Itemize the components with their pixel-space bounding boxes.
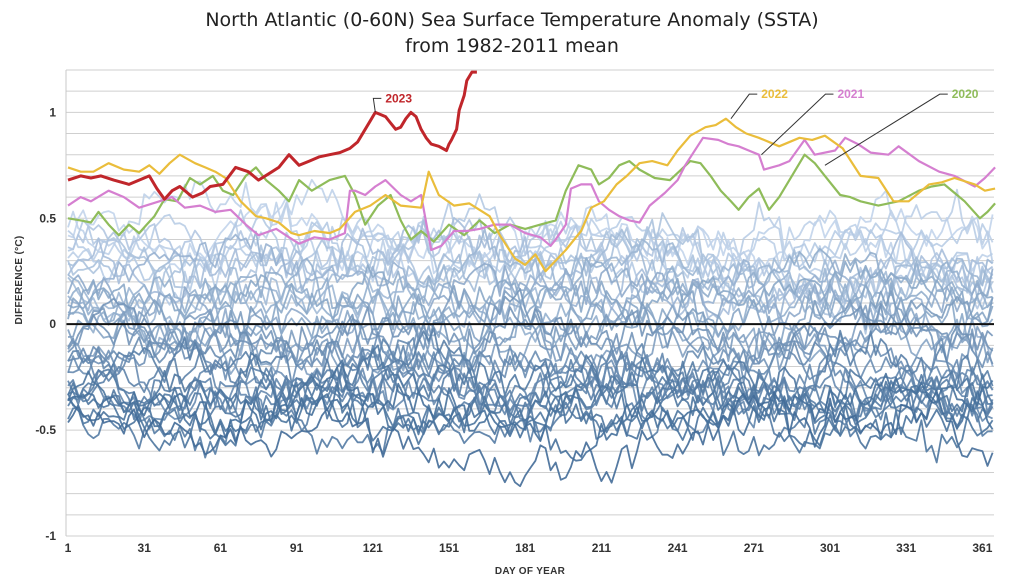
annotations: 2020 2021 2022 2023 <box>372 87 979 166</box>
series-line-2022 <box>67 117 996 273</box>
x-tick-label: 241 <box>668 541 688 555</box>
x-tick-label: 331 <box>896 541 916 555</box>
annotation-leader-2023 <box>372 97 382 113</box>
series-line-2020 <box>67 153 996 243</box>
series-line-background <box>67 193 994 306</box>
annotation-label-2023: 2023 <box>385 91 412 105</box>
series-line-background <box>67 336 993 423</box>
x-tick-label: 301 <box>820 541 840 555</box>
annotation-label-2020: 2020 <box>952 87 979 101</box>
series-line-background <box>67 257 994 343</box>
x-tick-label: 181 <box>515 541 535 555</box>
y-tick-label: -1 <box>45 529 56 543</box>
gridlines <box>66 69 994 537</box>
series-line-background <box>67 259 993 359</box>
series-line-background <box>67 372 994 462</box>
series-line-background <box>67 390 994 488</box>
x-tick-label: 31 <box>138 541 152 555</box>
y-axis-ticks: 1 0.5 0 -0.5 -1 <box>35 105 56 543</box>
annotation-label-2022: 2022 <box>761 87 788 101</box>
series-line-background <box>67 230 994 367</box>
y-tick-label: 0.5 <box>39 211 56 225</box>
y-tick-label: -0.5 <box>35 423 56 437</box>
series-line-background <box>67 275 994 367</box>
series-line-background <box>67 327 994 443</box>
x-tick-label: 61 <box>214 541 228 555</box>
x-axis-label: DAY OF YEAR <box>495 566 566 577</box>
series-line-background <box>67 201 994 291</box>
chart-title: North Atlantic (0-60N) Sea Surface Tempe… <box>205 9 818 31</box>
series-line-background <box>67 359 994 455</box>
series-line-background <box>67 303 994 372</box>
x-tick-label: 361 <box>972 541 992 555</box>
x-tick-label: 271 <box>744 541 764 555</box>
series-line-background <box>67 329 993 438</box>
x-axis-ticks: 1 31 61 91 121 151 181 211 241 271 301 331 361 <box>65 541 993 555</box>
series-line-background <box>67 247 994 359</box>
annotation-leader-2020 <box>824 93 948 166</box>
x-tick-label: 211 <box>592 541 612 555</box>
series-line-2021 <box>67 136 996 252</box>
background-series-group <box>67 178 994 488</box>
chart-subtitle: from 1982-2011 mean <box>405 35 619 57</box>
highlighted-series-group <box>67 70 996 273</box>
x-tick-label: 151 <box>439 541 459 555</box>
annotation-leader-2022 <box>730 93 758 120</box>
x-tick-label: 91 <box>290 541 304 555</box>
y-tick-label: 1 <box>49 105 56 119</box>
series-line-background <box>67 370 994 464</box>
x-tick-label: 121 <box>363 541 383 555</box>
x-tick-label: 1 <box>65 541 72 555</box>
annotation-leader-2021 <box>761 93 834 156</box>
annotation-label-2021: 2021 <box>837 87 864 101</box>
y-axis-label: DIFFERENCE (°C) <box>14 235 25 324</box>
series-line-2023 <box>67 70 477 201</box>
series-line-background <box>67 189 994 279</box>
y-tick-label: 0 <box>49 317 56 331</box>
